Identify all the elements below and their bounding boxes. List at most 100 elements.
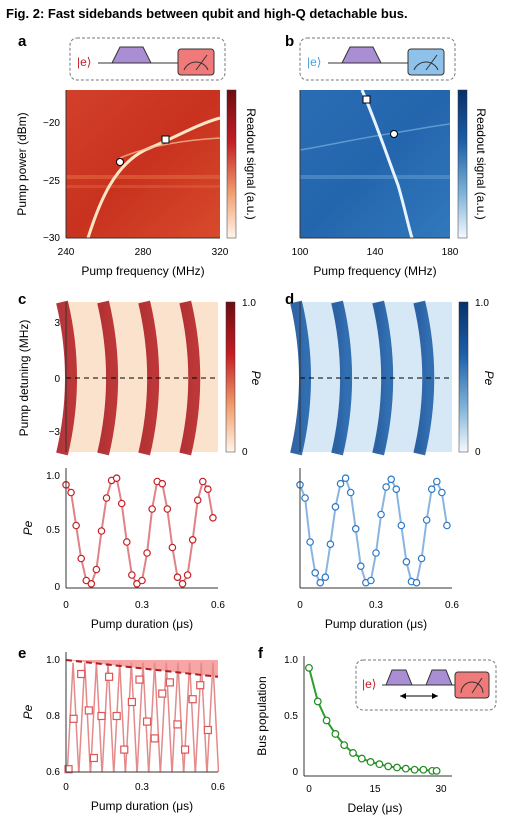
data-point xyxy=(72,521,80,530)
e-xlabel: Pump duration (μs) xyxy=(91,799,193,813)
oscillation-fit xyxy=(200,662,208,773)
d2-xtick-2: 0.6 xyxy=(445,600,459,611)
data-point xyxy=(67,488,75,497)
data-point xyxy=(306,538,314,546)
f-ytick-0: 1.0 xyxy=(284,655,298,666)
data-point xyxy=(387,475,396,484)
oscillation-fit xyxy=(171,662,179,773)
data-point xyxy=(104,672,114,681)
data-point xyxy=(148,505,156,513)
c-cbar-label: Pe xyxy=(249,371,263,386)
oscillation-fit xyxy=(142,662,150,773)
data-point xyxy=(138,576,146,585)
pulse-schematic-a: |e⟩ xyxy=(69,37,226,81)
rabi-plot-c xyxy=(62,474,217,588)
data-point xyxy=(128,571,136,579)
f-ytick-2: 0 xyxy=(292,767,298,778)
data-point xyxy=(412,578,421,587)
data-point xyxy=(432,766,441,775)
f-xtick-0: 0 xyxy=(306,784,312,795)
data-point xyxy=(92,565,101,574)
oscillation-fit xyxy=(89,662,98,773)
c2-xlabel: Pump duration (μs) xyxy=(91,617,193,631)
c-ytick-1: 0 xyxy=(54,374,60,385)
f-xtick-1: 15 xyxy=(369,784,381,795)
oscillation-fit xyxy=(107,662,115,773)
data-point xyxy=(180,745,190,754)
c-colorbar xyxy=(225,301,236,453)
data-point xyxy=(443,521,451,530)
data-point xyxy=(375,760,384,769)
data-point xyxy=(301,494,309,502)
data-point xyxy=(356,562,365,571)
d-cbar-label: Pe xyxy=(482,371,496,386)
data-point xyxy=(123,538,131,546)
data-point xyxy=(321,573,330,582)
data-point xyxy=(341,474,350,483)
d2-xtick-0: 0 xyxy=(297,600,303,611)
c2-xtick-1: 0.3 xyxy=(135,600,149,611)
a-xtick-1: 280 xyxy=(135,247,152,258)
data-point xyxy=(367,576,375,585)
a-xlabel: Pump frequency (MHz) xyxy=(81,264,204,278)
f-xtick-2: 30 xyxy=(435,784,447,795)
data-point xyxy=(417,554,426,563)
b-xtick-1: 140 xyxy=(367,247,384,258)
c-cbar-bottom: 0 xyxy=(242,447,248,458)
data-point xyxy=(397,521,406,530)
a-ytick-0: −20 xyxy=(43,118,60,129)
data-point xyxy=(165,678,174,687)
oscillation-fit xyxy=(177,662,185,773)
panel-c-label: c xyxy=(18,291,26,308)
data-point xyxy=(112,474,121,483)
c2-xtick-0: 0 xyxy=(63,600,69,611)
b-cbar-label: Readout signal (a.u.) xyxy=(474,108,488,219)
pulse-schematic-b: |e⟩ xyxy=(299,37,456,81)
c2-ytick-0: 1.0 xyxy=(46,471,60,482)
circle-marker xyxy=(116,158,124,166)
heatmap-c xyxy=(56,300,218,456)
square-marker xyxy=(161,135,170,144)
data-point xyxy=(203,725,212,735)
data-point xyxy=(346,488,355,497)
exp-fit-curve xyxy=(308,667,437,772)
c-cbar-top: 1.0 xyxy=(242,298,256,309)
data-point xyxy=(419,765,428,774)
d-colorbar xyxy=(458,301,469,453)
data-point xyxy=(372,549,380,557)
data-point xyxy=(158,479,167,488)
oscillation-fit xyxy=(183,662,191,773)
data-point xyxy=(357,754,366,763)
data-point xyxy=(432,477,441,486)
readout-meter-icon xyxy=(454,671,490,699)
data-point xyxy=(178,579,187,588)
fit-curve xyxy=(65,476,214,586)
b-xtick-0: 100 xyxy=(292,247,309,258)
data-point xyxy=(188,535,197,544)
f-xlabel: Delay (μs) xyxy=(348,801,403,815)
heatmap-a xyxy=(66,90,221,239)
envelope-fit xyxy=(65,659,219,678)
d-cbar-bottom: 0 xyxy=(475,447,481,458)
data-point xyxy=(401,764,410,773)
e-ytick-0: 1.0 xyxy=(46,655,60,666)
data-point xyxy=(135,675,144,684)
decay-plot-e xyxy=(64,659,220,774)
c2-xtick-2: 0.6 xyxy=(211,600,225,611)
data-point xyxy=(382,483,390,491)
data-point xyxy=(313,697,322,706)
panel-b-label: b xyxy=(285,33,294,50)
b-xlabel: Pump frequency (MHz) xyxy=(313,264,436,278)
data-point xyxy=(84,706,93,715)
oscillation-fit xyxy=(130,662,138,773)
data-point xyxy=(193,496,202,505)
data-point xyxy=(326,540,335,549)
panel-f-label: f xyxy=(258,645,264,662)
figure-title: Fig. 2: Fast sidebands between qubit and… xyxy=(6,6,408,21)
f-ytick-1: 0.5 xyxy=(284,711,298,722)
data-point xyxy=(163,505,172,513)
pulse-schematic-f: |e⟩ xyxy=(355,659,497,711)
oscillation-fit xyxy=(206,662,214,773)
data-point xyxy=(438,488,446,497)
